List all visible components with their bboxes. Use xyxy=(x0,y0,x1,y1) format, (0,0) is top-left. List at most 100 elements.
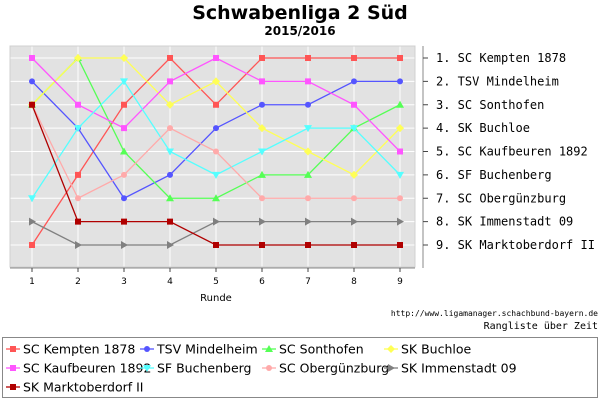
series-group xyxy=(28,54,404,249)
point-8-3 xyxy=(121,241,128,249)
legend-marker-4 xyxy=(387,345,395,353)
legend-label-5: SC Kaufbeuren 1892 xyxy=(23,361,151,376)
series-9 xyxy=(29,101,403,248)
point-2-3 xyxy=(121,195,127,202)
point-9-5 xyxy=(213,242,219,248)
point-1-6 xyxy=(259,55,265,61)
plot-border xyxy=(9,45,416,268)
point-4-7 xyxy=(304,147,312,156)
legend-marker-1 xyxy=(10,346,16,352)
rank-label-2: 2. TSV Mindelheim xyxy=(436,74,559,88)
point-6-6 xyxy=(258,148,266,156)
legend-label-4: SK Buchloe xyxy=(401,342,472,357)
x-tick-label-4: 4 xyxy=(167,277,173,287)
legend-label-3: SC Sonthofen xyxy=(279,342,364,357)
x-tick-label-3: 3 xyxy=(121,277,127,287)
point-1-7 xyxy=(305,55,311,61)
point-5-1 xyxy=(29,55,35,61)
point-9-3 xyxy=(121,218,127,225)
x-axis-label: Runde xyxy=(200,293,232,304)
point-4-4 xyxy=(166,100,174,109)
source-url: http://www.ligamanager.schachbund-bayern… xyxy=(390,309,598,318)
legend-label-2: TSV Mindelheim xyxy=(156,342,258,357)
x-axis: 1 2 3 4 5 6 7 8 9 xyxy=(10,267,415,287)
point-4-5 xyxy=(212,77,220,86)
point-6-3 xyxy=(120,78,128,86)
legend-marker-6 xyxy=(143,365,151,372)
point-7-9 xyxy=(397,195,403,202)
x-tick-label-6: 6 xyxy=(259,277,265,287)
chart-title: Schwabenliga 2 Süd xyxy=(192,2,408,24)
point-4-9 xyxy=(396,124,404,133)
point-5-2 xyxy=(75,101,81,108)
point-6-7 xyxy=(304,125,312,133)
point-6-1 xyxy=(28,195,36,203)
point-1-8 xyxy=(351,55,357,61)
point-2-5 xyxy=(213,125,219,132)
point-9-2 xyxy=(75,218,81,225)
x-tick-label-9: 9 xyxy=(397,277,403,287)
point-5-6 xyxy=(259,78,265,85)
point-1-4 xyxy=(167,55,173,61)
point-7-5 xyxy=(213,148,219,155)
rank-label-7: 7. SC Obergünzburg xyxy=(436,191,566,205)
point-9-4 xyxy=(167,218,173,225)
point-3-6 xyxy=(258,170,266,178)
point-8-5 xyxy=(213,217,220,226)
point-4-8 xyxy=(350,170,358,179)
point-5-7 xyxy=(305,78,311,85)
series-8 xyxy=(29,217,404,249)
point-8-2 xyxy=(75,241,82,249)
x-tick-label-8: 8 xyxy=(351,277,357,287)
point-9-8 xyxy=(351,242,357,248)
legend: SC Kempten 1878 TSV Mindelheim SC Sonthofe… xyxy=(2,337,598,398)
point-6-4 xyxy=(166,148,174,156)
legend-label-7: SC Obergünzburg xyxy=(279,361,389,376)
point-8-1 xyxy=(29,217,36,226)
x-tick-label-7: 7 xyxy=(305,277,311,287)
point-9-9 xyxy=(397,242,403,248)
legend-label-1: SC Kempten 1878 xyxy=(23,342,135,357)
rank-labels: 1. SC Kempten 1878 2. TSV Mindelheim 3. SC… xyxy=(436,51,595,252)
legend-label-6: SF Buchenberg xyxy=(157,361,251,376)
chart-caption: Rangliste über Zeit xyxy=(483,321,598,332)
rank-label-1: 1. SC Kempten 1878 xyxy=(436,51,566,65)
x-tick-label-5: 5 xyxy=(213,277,219,287)
point-2-1 xyxy=(29,78,35,85)
point-1-5 xyxy=(213,101,219,108)
point-9-7 xyxy=(305,242,311,248)
point-8-8 xyxy=(351,217,358,226)
point-3-9 xyxy=(396,100,404,108)
series-2 xyxy=(29,78,403,202)
point-8-9 xyxy=(397,217,404,226)
legend-box xyxy=(2,337,598,398)
point-7-8 xyxy=(351,195,357,202)
point-8-7 xyxy=(305,217,312,226)
point-5-5 xyxy=(213,55,219,61)
point-5-8 xyxy=(351,101,357,108)
point-3-4 xyxy=(166,194,174,202)
point-5-4 xyxy=(167,78,173,85)
legend-marker-8 xyxy=(388,364,395,372)
x-tick-label-2: 2 xyxy=(75,277,81,287)
rank-label-6: 6. SF Buchenberg xyxy=(436,168,552,182)
series-7 xyxy=(29,101,403,202)
point-2-8 xyxy=(351,78,357,85)
rank-label-9: 9. SK Marktoberdorf II xyxy=(436,238,595,252)
point-9-6 xyxy=(259,242,265,248)
point-6-9 xyxy=(396,171,404,179)
legend-label-9: SK Marktoberdorf II xyxy=(23,380,144,395)
right-axis xyxy=(422,46,428,268)
point-7-6 xyxy=(259,195,265,202)
rank-label-3: 3. SC Sonthofen xyxy=(436,98,544,112)
point-1-1 xyxy=(29,242,35,248)
legend-marker-5 xyxy=(10,365,16,371)
point-2-4 xyxy=(167,171,173,178)
point-7-3 xyxy=(121,171,127,178)
series-6 xyxy=(28,78,404,203)
legend-marker-7 xyxy=(266,365,272,371)
point-7-4 xyxy=(167,125,173,132)
point-4-3 xyxy=(120,54,128,62)
